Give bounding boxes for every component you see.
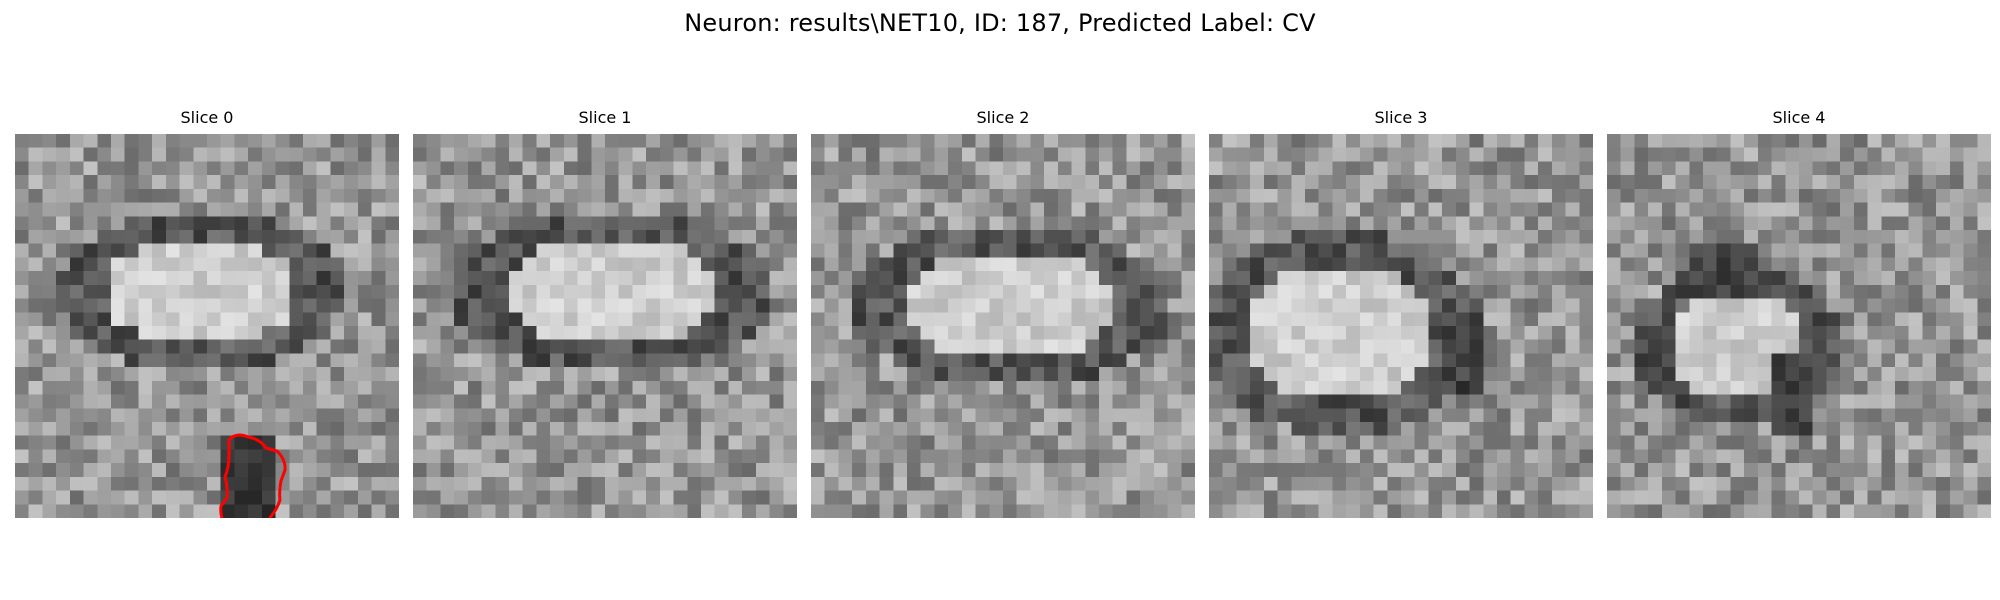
slice-title-0: Slice 0 [180, 108, 234, 127]
slice-title-1: Slice 1 [578, 108, 632, 127]
slice-image-2 [811, 134, 1195, 518]
slice-title-2: Slice 2 [976, 108, 1030, 127]
slice-image-1 [413, 134, 797, 518]
slice-image-3 [1209, 134, 1593, 518]
slice-title-3: Slice 3 [1374, 108, 1428, 127]
slice-title-4: Slice 4 [1772, 108, 1826, 127]
slice-panel-0: Slice 0 [15, 108, 399, 520]
slice-panel-3: Slice 3 [1209, 108, 1593, 520]
slice-image-4 [1607, 134, 1991, 518]
slice-image-0 [15, 134, 399, 518]
slice-panel-2: Slice 2 [811, 108, 1195, 520]
figure-title: Neuron: results\NET10, ID: 187, Predicte… [684, 9, 1316, 37]
slice-panel-4: Slice 4 [1607, 108, 1991, 520]
slice-panel-1: Slice 1 [413, 108, 797, 520]
